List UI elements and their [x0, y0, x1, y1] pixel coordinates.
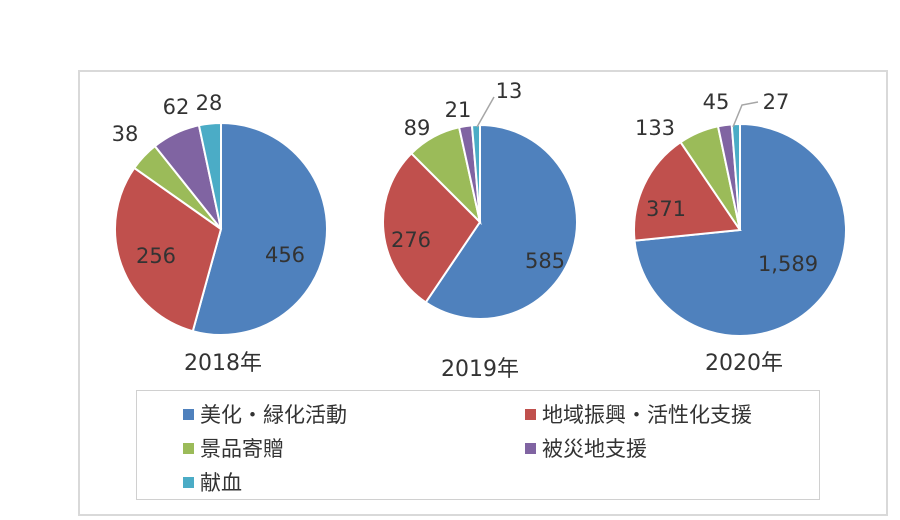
data-label: 256 — [136, 244, 176, 268]
pie-slice — [114, 166, 223, 333]
legend-swatch-beautification — [183, 408, 194, 420]
pie-slice — [470, 123, 481, 223]
pie-slice — [382, 151, 482, 304]
legend-label-prize-donation: 景品寄贈 — [200, 437, 284, 461]
data-label: 276 — [391, 228, 431, 252]
year-label: 2019年 — [441, 357, 519, 382]
data-label: 21 — [445, 98, 472, 122]
legend-item-beautification: 美化・緑化活動 — [183, 399, 347, 429]
data-label: 456 — [265, 243, 305, 267]
data-label: 45 — [703, 90, 730, 114]
pie-slice — [424, 123, 578, 320]
legend-swatch-regional-support — [525, 408, 536, 420]
leader-line — [732, 101, 759, 128]
legend-swatch-prize-donation — [183, 442, 194, 454]
leader-line — [476, 96, 495, 128]
data-label: 13 — [496, 79, 523, 103]
data-label: 371 — [646, 197, 686, 221]
data-label: 133 — [635, 116, 675, 140]
legend-item-regional-support: 地域振興・活性化支援 — [525, 399, 752, 429]
data-label: 62 — [163, 95, 190, 119]
year-label: 2020年 — [705, 351, 783, 376]
pie-slice — [191, 121, 328, 336]
legend-label-beautification: 美化・緑化活動 — [200, 403, 347, 427]
data-label: 27 — [763, 90, 790, 114]
data-label: 38 — [112, 122, 139, 146]
pie-2018年: 456 256 38 62 28 2018年 — [112, 91, 328, 376]
legend-item-blood-donation: 献血 — [183, 467, 242, 497]
pie-slice — [633, 140, 742, 242]
year-label: 2018年 — [184, 351, 262, 376]
legend-swatch-disaster-support — [525, 442, 536, 454]
legend-item-disaster-support: 被災地支援 — [525, 433, 647, 463]
legend-label-blood-donation: 献血 — [200, 471, 242, 495]
legend: 美化・緑化活動 地域振興・活性化支援 景品寄贈 被災地支援 献血 — [136, 390, 820, 500]
legend-item-prize-donation: 景品寄贈 — [183, 433, 284, 463]
data-label: 1,589 — [758, 252, 818, 276]
pie-slice — [197, 121, 222, 230]
legend-swatch-blood-donation — [183, 476, 194, 488]
data-label: 89 — [404, 116, 431, 140]
pie-slice — [730, 122, 741, 231]
data-label: 585 — [525, 249, 565, 273]
pie-2020年: 1,589 371 133 45 27 2020年 — [633, 90, 847, 376]
legend-label-disaster-support: 被災地支援 — [542, 437, 647, 461]
legend-label-regional-support: 地域振興・活性化支援 — [542, 403, 752, 427]
data-label: 28 — [196, 91, 223, 115]
pie-2019年: 585 276 89 21 13 2019年 — [382, 79, 578, 382]
